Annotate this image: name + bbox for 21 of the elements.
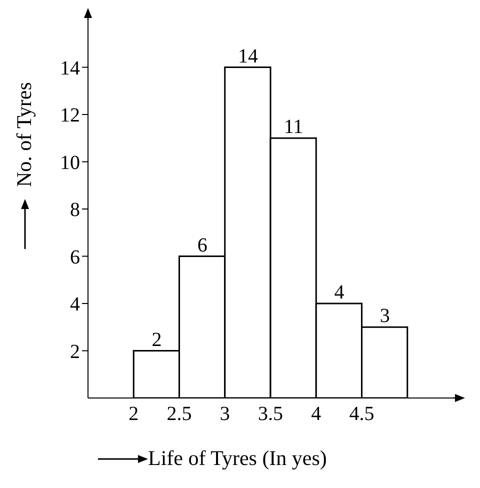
x-axis-title: Life of Tyres (In yes) bbox=[148, 446, 327, 471]
x-tick-label: 4.5 bbox=[349, 403, 374, 426]
y-tick-label: 8 bbox=[70, 199, 80, 222]
x-tick-label: 3.5 bbox=[258, 403, 283, 426]
data-label: 14 bbox=[238, 45, 258, 68]
data-label: 3 bbox=[380, 305, 390, 328]
x-tick-label: 2 bbox=[128, 403, 139, 426]
y-tick-label: 4 bbox=[70, 294, 80, 316]
y-tick-label: 14 bbox=[60, 57, 80, 80]
data-label: 11 bbox=[284, 116, 304, 138]
x-tick-label: 2.5 bbox=[166, 403, 192, 426]
data-label: 6 bbox=[197, 234, 208, 256]
x-tick-label: 3 bbox=[220, 403, 230, 426]
x-tick-label: 4 bbox=[311, 403, 322, 426]
data-label: 4 bbox=[334, 282, 344, 304]
y-tick-label: 10 bbox=[60, 152, 80, 174]
y-tick-label: 6 bbox=[70, 246, 80, 268]
y-tick-label: 2 bbox=[70, 340, 80, 363]
y-axis-title: No. of Tyres bbox=[12, 82, 37, 187]
y-tick-label: 12 bbox=[60, 104, 80, 127]
data-label: 2 bbox=[152, 328, 162, 351]
